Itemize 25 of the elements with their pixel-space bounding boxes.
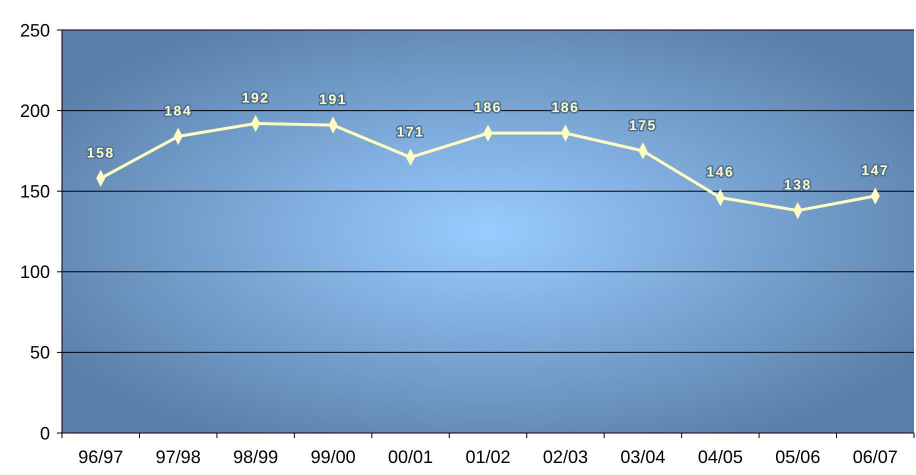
data-label: 147 [861,162,890,178]
x-tick-label: 99/00 [310,447,356,467]
x-tick-label: 01/02 [465,447,511,467]
data-label: 175 [628,116,657,133]
y-tick-label: 200 [20,100,50,121]
x-tick-label: 06/07 [852,447,898,467]
x-tick-label: 97/98 [156,447,201,467]
y-tick-label: 150 [20,182,50,202]
data-label: 171 [396,123,424,140]
y-tick-label: 0 [40,423,50,444]
y-tick-label: 50 [30,342,50,363]
data-label: 146 [706,164,734,180]
x-tick-label: 04/05 [698,447,743,467]
data-label: 158 [86,144,115,160]
data-label: 192 [242,89,270,106]
y-tick-label: 100 [20,262,50,282]
x-tick-label: 98/99 [233,447,278,467]
x-tick-label: 02/03 [542,447,588,467]
y-tick-label: 250 [20,20,50,40]
x-tick-label: 03/04 [620,447,666,467]
x-tick-label: 05/06 [775,447,820,467]
x-tick-label: 96/97 [78,447,124,467]
x-tick-label: 00/01 [388,447,434,467]
data-label: 138 [784,176,812,193]
data-label: 191 [319,91,348,108]
